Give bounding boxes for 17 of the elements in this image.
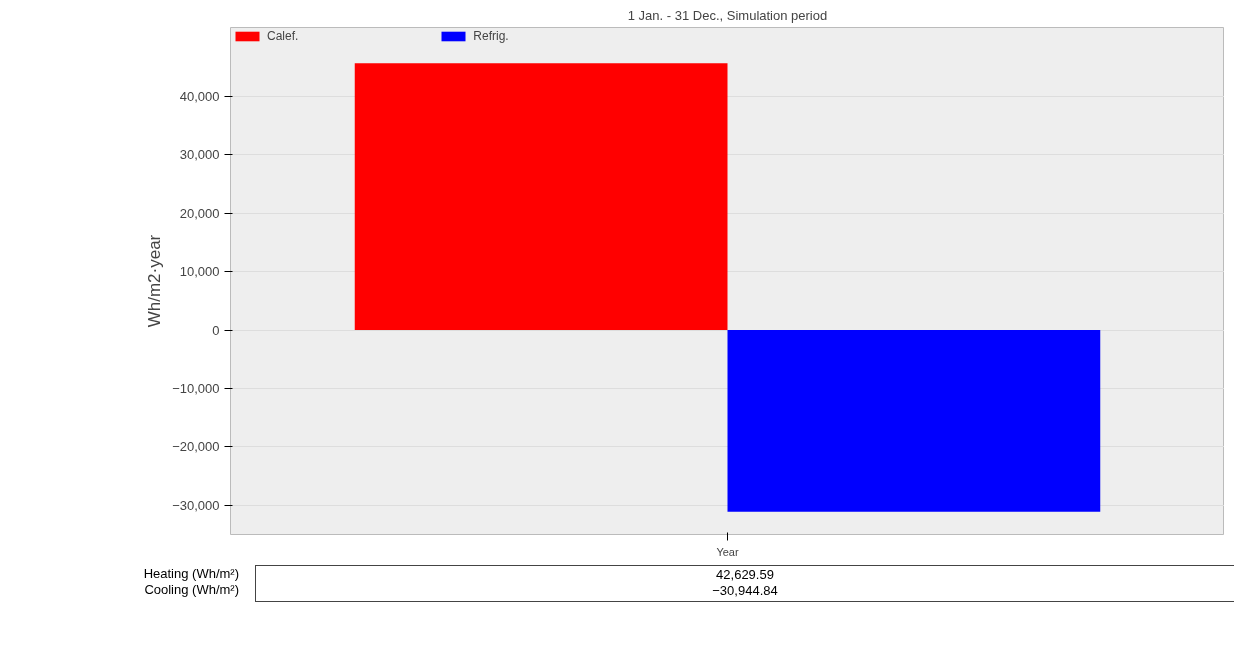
y-tick-label: 0 (212, 322, 220, 338)
y-axis-title: Wh/m2·year (145, 234, 165, 328)
legend-label: Calef. (267, 29, 299, 43)
text: Cooling (Wh/m²) (143, 581, 239, 597)
y-tick-label: −30,000 (172, 497, 220, 513)
text: −30,944.84 (712, 582, 778, 598)
y-tick-label: 40,000 (179, 88, 220, 104)
text: 42,629.59 (715, 566, 775, 582)
chart-title: 1 Jan. - 31 Dec., Simulation period (627, 7, 828, 23)
y-tick-label: 30,000 (179, 147, 220, 163)
y-tick-label: −10,000 (172, 380, 220, 396)
y-tick-label: −20,000 (172, 439, 220, 455)
text: Heating (Wh/m²) (143, 565, 239, 581)
y-tick-label: 20,000 (179, 205, 220, 221)
legend-label: Refrig. (473, 29, 509, 43)
y-tick-label: 10,000 (179, 264, 220, 280)
x-tick-label: Year (716, 545, 739, 558)
